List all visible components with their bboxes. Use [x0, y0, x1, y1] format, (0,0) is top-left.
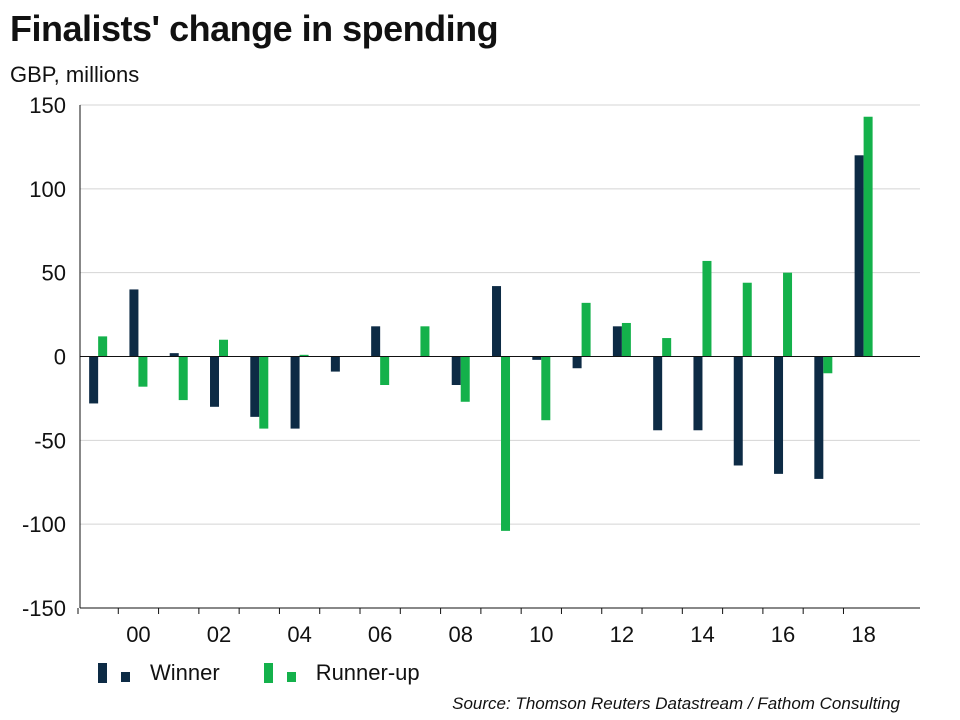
bar-winner-15: [733, 356, 743, 466]
bar-runner-up-17: [823, 356, 833, 374]
bar-winner-08: [451, 356, 461, 386]
bar-runner-up-04: [299, 354, 309, 357]
bar-runner-up-00: [138, 356, 148, 387]
x-tick-label: 10: [529, 622, 553, 647]
bar-winner-13: [653, 356, 663, 431]
x-tick-label: 06: [368, 622, 392, 647]
bar-runner-up-09: [501, 356, 511, 531]
bar-runner-up-02: [219, 339, 229, 357]
source-note: Source: Thomson Reuters Datastream / Fat…: [452, 694, 900, 713]
x-tick-label: 14: [690, 622, 714, 647]
bar-winner-14: [693, 356, 703, 431]
legend-swatch-runner-up: [263, 663, 273, 683]
bar-winner-99: [89, 356, 99, 404]
y-tick-label: 150: [29, 93, 66, 118]
bar-winner-00: [129, 289, 139, 357]
bar-runner-up-07: [420, 326, 430, 357]
bar-winner-04: [290, 356, 300, 429]
x-tick-label: 00: [126, 622, 150, 647]
bar-winner-01: [169, 353, 179, 357]
chart-subtitle: GBP, millions: [10, 62, 140, 87]
x-tick-label: 18: [851, 622, 875, 647]
y-tick-label: -100: [22, 512, 66, 537]
bar-runner-up-08: [460, 356, 470, 402]
bar-winner-02: [210, 356, 220, 407]
bar-runner-up-01: [178, 356, 188, 401]
x-tick-label: 12: [610, 622, 634, 647]
legend-label-runner-up: Runner-up: [315, 660, 420, 685]
y-tick-label: -150: [22, 596, 66, 621]
y-tick-label: 50: [42, 261, 66, 286]
bar-runner-up-99: [98, 336, 108, 357]
legend-swatch-winner: [98, 663, 107, 683]
bar-runner-up-14: [702, 260, 712, 357]
bar-runner-up-10: [541, 356, 551, 421]
bar-winner-12: [612, 326, 622, 357]
chart-legend: Winner Runner-up: [98, 660, 464, 686]
legend-swatch-runner-up-small: [286, 672, 296, 682]
bar-winner-09: [492, 286, 502, 357]
x-tick-label: 16: [771, 622, 795, 647]
bar-runner-up-18: [863, 116, 873, 357]
bar-winner-18: [854, 155, 864, 357]
y-tick-label: 0: [54, 345, 66, 370]
legend-item-winner: Winner: [98, 660, 220, 686]
y-tick-label: -50: [34, 428, 66, 453]
legend-item-runner-up: Runner-up: [263, 660, 420, 686]
bar-winner-11: [572, 356, 582, 369]
bar-runner-up-03: [259, 356, 269, 429]
x-tick-label: 04: [287, 622, 311, 647]
bar-winner-10: [532, 356, 542, 360]
y-tick-label: 100: [29, 177, 66, 202]
bar-winner-06: [371, 326, 381, 357]
x-tick-label: 02: [207, 622, 231, 647]
bar-winner-05: [330, 356, 340, 372]
chart-title: Finalists' change in spending: [10, 8, 499, 49]
bar-runner-up-06: [380, 356, 390, 386]
x-tick-label: 08: [448, 622, 472, 647]
bar-runner-up-11: [581, 302, 591, 357]
legend-label-winner: Winner: [150, 660, 220, 685]
bar-runner-up-12: [621, 322, 631, 357]
bar-runner-up-15: [742, 282, 752, 357]
bar-winner-03: [250, 356, 260, 417]
bar-winner-16: [774, 356, 784, 474]
bar-winner-17: [814, 356, 824, 479]
bar-chart: 150 100 50 0 -50 -100 -150 00 02 04 06 08 10 12 14 16 18: [22, 93, 920, 647]
bar-runner-up-16: [783, 272, 793, 357]
bar-runner-up-13: [662, 338, 672, 357]
legend-swatch-winner-small: [121, 672, 130, 682]
